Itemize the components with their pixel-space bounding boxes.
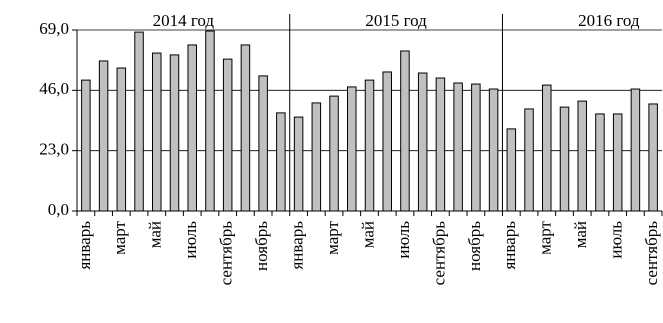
bar: [81, 79, 91, 212]
bar: [169, 54, 180, 212]
year-label: 2016 год: [578, 11, 640, 30]
bar: [435, 77, 446, 212]
year-label: 2014 год: [153, 11, 215, 30]
x-tick-label: июль: [394, 221, 413, 259]
x-tick-label: май: [146, 221, 165, 248]
bar: [293, 116, 304, 212]
bar: [648, 103, 658, 212]
bar: [382, 71, 392, 212]
x-tick-label: май: [571, 221, 590, 248]
bar: [98, 60, 109, 212]
bar: [276, 112, 286, 212]
bar: [417, 72, 428, 212]
bar: [329, 95, 339, 212]
y-tick-label: 46,0: [39, 79, 69, 98]
bar: [364, 79, 375, 212]
bar: [258, 75, 268, 212]
y-tick-label: 69,0: [39, 19, 69, 38]
bar: [630, 88, 641, 212]
x-tick-label: сентябрь: [429, 221, 448, 286]
x-tick-label: январь: [500, 221, 519, 270]
year-label: 2015 год: [365, 11, 427, 30]
bar: [488, 88, 499, 212]
y-tick-label: 0,0: [48, 200, 69, 219]
bar: [559, 106, 570, 212]
bar: [222, 58, 233, 212]
x-tick-label: март: [323, 220, 342, 254]
bar: [453, 82, 463, 212]
x-tick-label: март: [536, 220, 555, 254]
bar: [542, 84, 552, 212]
x-tick-label: май: [358, 221, 377, 248]
bar: [524, 108, 534, 212]
x-tick-label: июль: [181, 221, 200, 259]
bar: [400, 50, 410, 212]
x-tick-label: июль: [607, 221, 626, 259]
x-tick-label: январь: [75, 221, 94, 270]
bar: [347, 86, 357, 212]
bar: [612, 113, 623, 212]
bar: [205, 30, 215, 212]
bar: [152, 52, 162, 212]
bar: [577, 100, 587, 212]
bar: [311, 102, 322, 212]
x-tick-label: ноябрь: [465, 221, 484, 271]
x-tick-label: март: [110, 220, 129, 254]
bar: [240, 44, 251, 212]
x-tick-label: сентябрь: [217, 221, 236, 286]
bar: [134, 31, 144, 212]
bar: [506, 128, 517, 212]
x-tick-label: январь: [287, 221, 306, 270]
y-tick-label: 23,0: [39, 140, 69, 159]
x-tick-label: ноябрь: [252, 221, 271, 271]
bar: [595, 113, 605, 212]
bar: [116, 67, 127, 212]
bar: [187, 44, 197, 212]
x-tick-label: сентябрь: [642, 221, 661, 286]
bar: [471, 83, 481, 212]
